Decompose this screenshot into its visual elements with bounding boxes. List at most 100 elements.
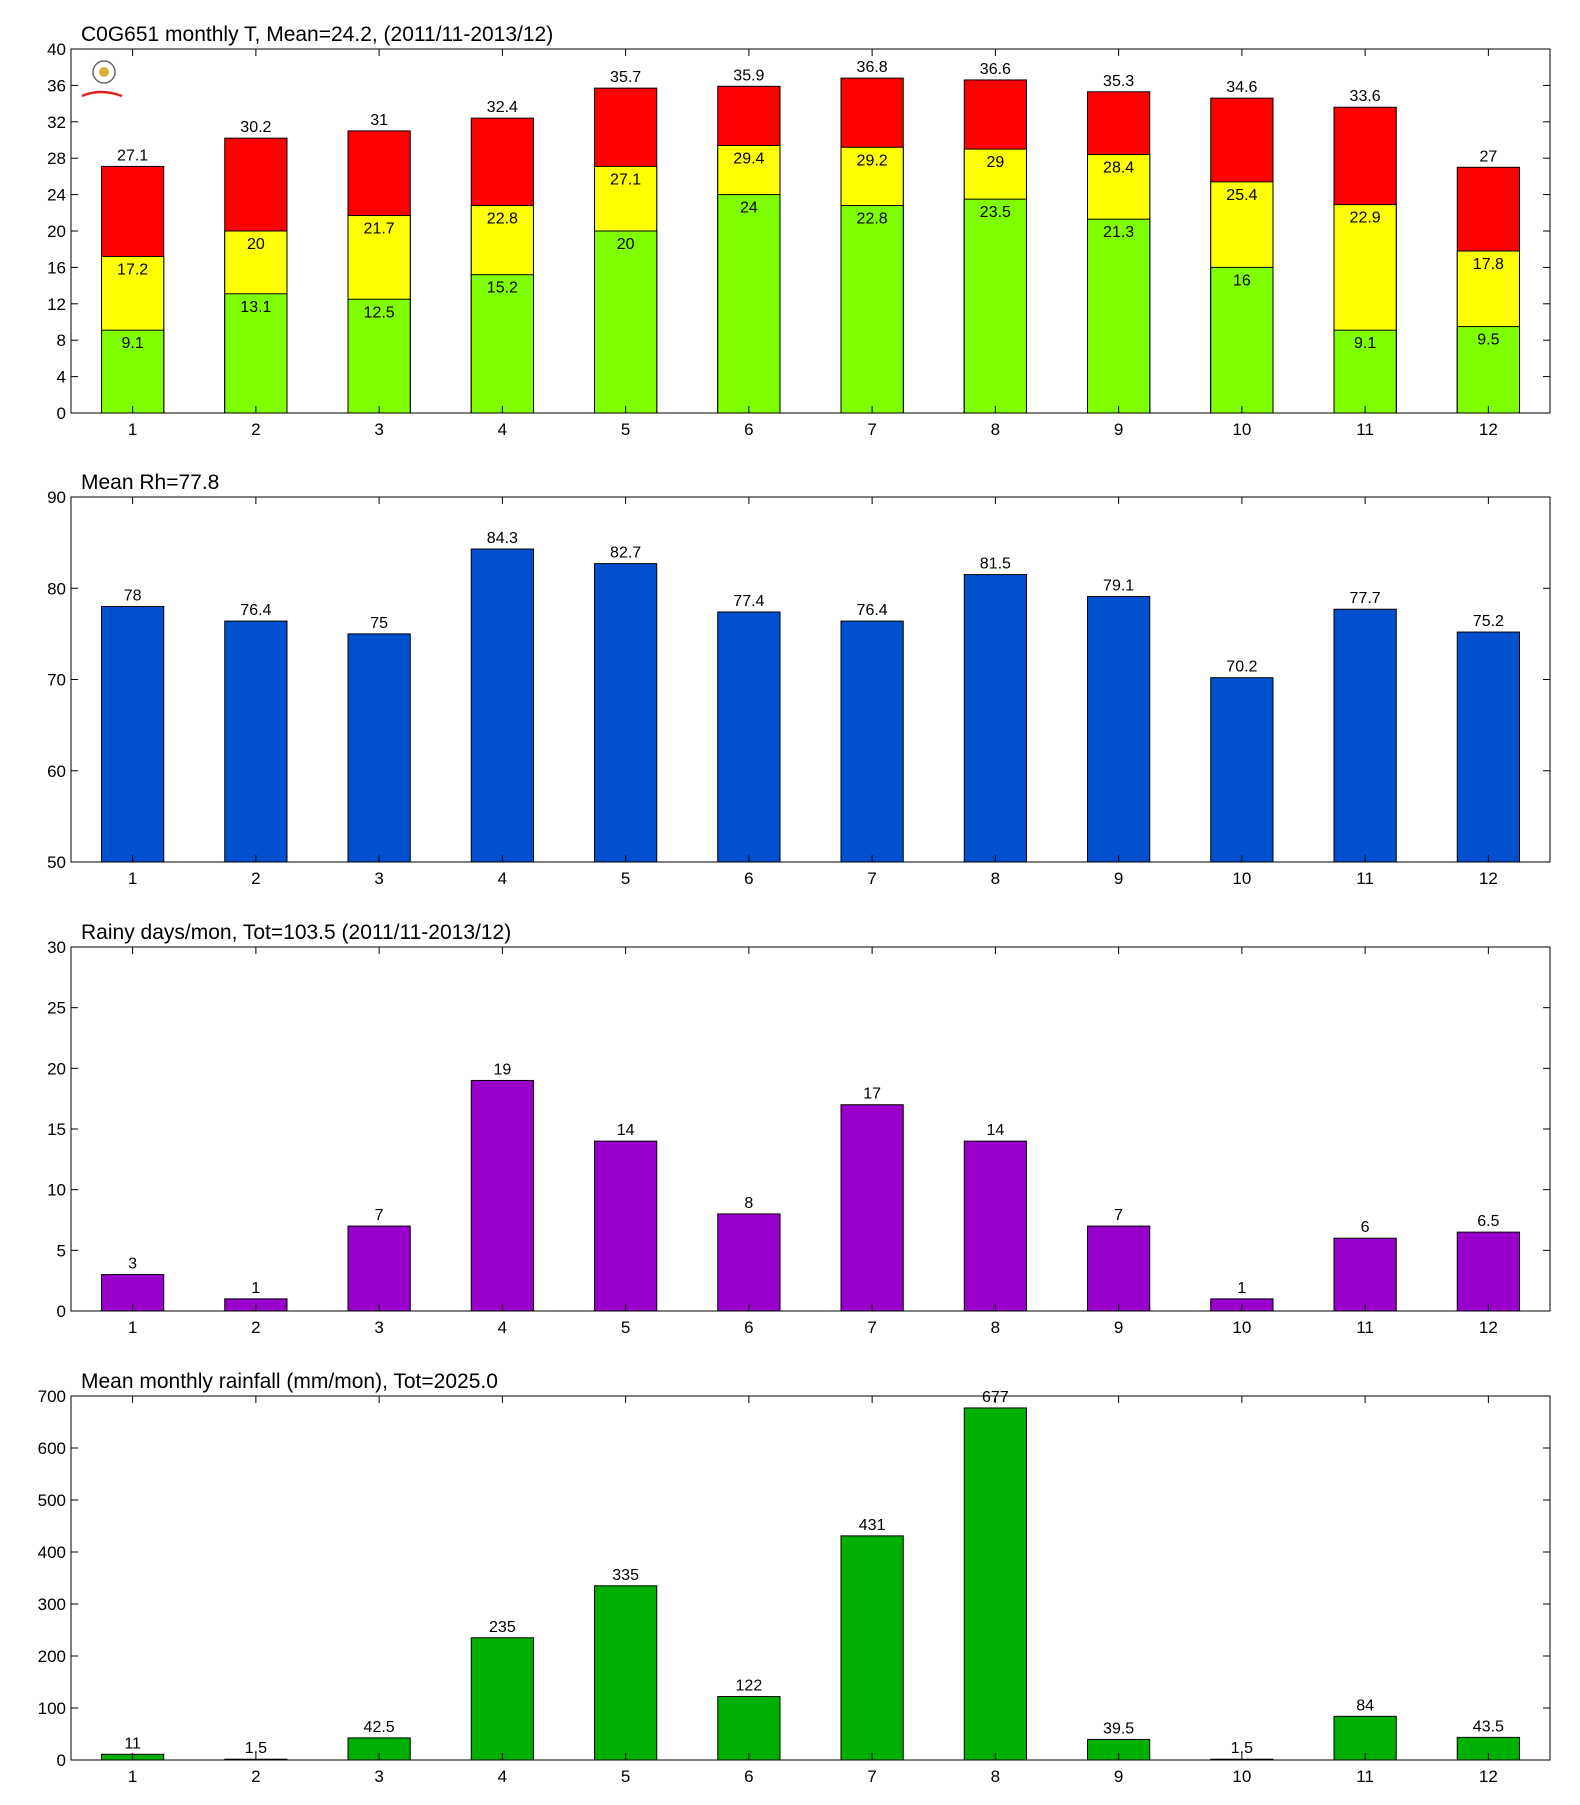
y-tick-label: 12	[47, 295, 66, 314]
bar	[963, 1140, 1027, 1312]
bar	[347, 1225, 411, 1312]
y-tick-label: 0	[57, 1751, 66, 1770]
value-label: 84.3	[487, 530, 518, 547]
y-tick-label: 32	[47, 113, 66, 132]
value-label: 27.1	[610, 171, 641, 188]
x-tick-label: 9	[1114, 1767, 1123, 1786]
value-label: 70.2	[1226, 659, 1257, 676]
bar	[347, 633, 411, 863]
value-label: 16	[1233, 272, 1251, 289]
value-label: 78	[124, 588, 142, 605]
chart: Mean monthly rainfall (mm/mon), Tot=2025…	[38, 1370, 1551, 1786]
value-label: 335	[612, 1567, 639, 1584]
x-tick-label: 11	[1356, 420, 1374, 439]
bar	[963, 574, 1027, 863]
value-label: 21.7	[364, 221, 395, 238]
chart-title: Mean monthly rainfall (mm/mon), Tot=2025…	[81, 1370, 498, 1393]
x-tick-label: 6	[744, 1318, 753, 1337]
value-label: 22.8	[857, 211, 888, 228]
chart-title: C0G651 monthly T, Mean=24.2, (2011/11-20…	[81, 23, 553, 46]
x-tick-label: 9	[1114, 869, 1123, 888]
value-label: 9.1	[122, 335, 144, 352]
value-label: 29.2	[857, 152, 888, 169]
x-tick-label: 2	[251, 420, 260, 439]
x-tick-label: 8	[991, 1318, 1000, 1337]
bar	[470, 1079, 534, 1312]
y-tick-label: 90	[47, 488, 66, 507]
x-tick-label: 6	[744, 420, 753, 439]
y-tick-label: 100	[38, 1699, 66, 1718]
value-label: 77.4	[733, 593, 764, 610]
value-label: 27.1	[117, 147, 148, 164]
bar	[470, 1637, 534, 1761]
x-tick-label: 4	[498, 1767, 507, 1786]
y-tick-label: 24	[47, 186, 66, 205]
bar	[224, 620, 288, 863]
value-label: 29.4	[733, 150, 764, 167]
x-tick-label: 7	[867, 1318, 876, 1337]
y-tick-label: 25	[47, 999, 66, 1018]
bar	[594, 563, 658, 863]
value-label: 1	[251, 1280, 260, 1297]
x-tick-label: 5	[621, 1318, 630, 1337]
x-tick-label: 11	[1356, 869, 1374, 888]
x-tick-label: 2	[251, 869, 260, 888]
bar	[1456, 631, 1520, 863]
value-label: 84	[1356, 1697, 1374, 1714]
bar	[840, 1104, 904, 1312]
chart-title: Rainy days/mon, Tot=103.5 (2011/11-2013/…	[81, 921, 511, 944]
chart: C0G651 monthly T, Mean=24.2, (2011/11-20…	[47, 23, 1551, 439]
value-label: 1	[1237, 1280, 1246, 1297]
y-tick-label: 0	[57, 404, 66, 423]
value-label: 13.1	[240, 299, 271, 316]
x-tick-label: 5	[621, 1767, 630, 1786]
value-label: 12.5	[364, 304, 395, 321]
value-label: 17.2	[117, 261, 148, 278]
y-tick-label: 15	[47, 1120, 66, 1139]
bar	[470, 548, 534, 863]
chart-title: Mean Rh=77.8	[81, 471, 219, 494]
y-tick-label: 70	[47, 671, 66, 690]
x-tick-label: 9	[1114, 420, 1123, 439]
value-label: 24	[740, 200, 758, 217]
x-tick-label: 4	[498, 420, 507, 439]
x-tick-label: 2	[251, 1318, 260, 1337]
y-tick-label: 700	[38, 1387, 66, 1406]
x-tick-label: 11	[1356, 1318, 1374, 1337]
value-label: 82.7	[610, 545, 641, 562]
x-tick-label: 5	[621, 420, 630, 439]
bar	[1333, 608, 1397, 863]
y-tick-label: 200	[38, 1647, 66, 1666]
value-label: 36.6	[980, 61, 1011, 78]
y-tick-label: 50	[47, 853, 66, 872]
value-label: 1.5	[245, 1740, 267, 1757]
x-tick-label: 10	[1232, 420, 1251, 439]
bar	[1456, 1231, 1520, 1312]
axes-frame	[70, 48, 1551, 414]
x-tick-label: 10	[1232, 869, 1251, 888]
value-label: 9.5	[1477, 332, 1499, 349]
bar	[594, 230, 658, 414]
x-tick-label: 3	[374, 1318, 383, 1337]
y-tick-label: 20	[47, 222, 66, 241]
value-label: 35.7	[610, 69, 641, 86]
value-label: 122	[736, 1678, 763, 1695]
value-label: 31	[370, 112, 388, 129]
value-label: 25.4	[1226, 187, 1257, 204]
value-label: 11	[124, 1735, 141, 1752]
x-tick-label: 1	[128, 1318, 137, 1337]
value-label: 27	[1479, 148, 1497, 165]
x-tick-label: 3	[374, 420, 383, 439]
y-tick-label: 600	[38, 1439, 66, 1458]
y-tick-label: 400	[38, 1543, 66, 1562]
bar	[963, 1407, 1027, 1761]
x-tick-label: 8	[991, 869, 1000, 888]
bar	[717, 1696, 781, 1761]
bar	[1333, 1715, 1397, 1761]
axes-frame	[70, 496, 1551, 863]
y-tick-label: 0	[57, 1302, 66, 1321]
bar	[717, 194, 781, 414]
chart: Mean Rh=77.87876.47584.382.777.476.481.5…	[47, 471, 1551, 888]
value-label: 33.6	[1350, 88, 1381, 105]
